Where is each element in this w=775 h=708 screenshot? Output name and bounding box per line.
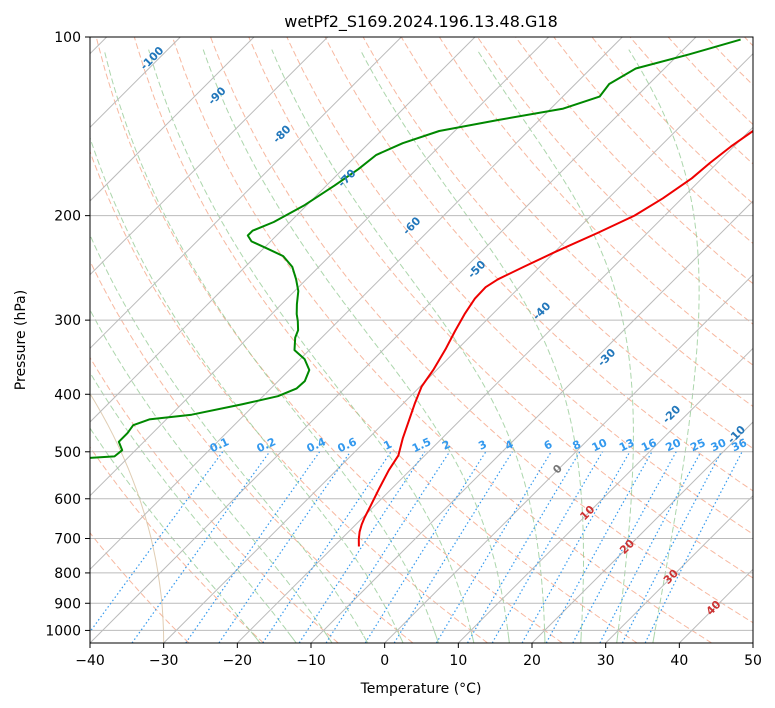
moist-adiabat bbox=[90, 136, 404, 643]
dry-adiabat bbox=[210, 37, 753, 624]
moist-adiabat bbox=[202, 49, 510, 643]
x-tick-label: 20 bbox=[523, 653, 541, 669]
dry-adiabat bbox=[477, 37, 753, 325]
dendritic-arc bbox=[90, 392, 165, 643]
moist-adiabat bbox=[90, 371, 297, 643]
mixing-ratio-line bbox=[521, 451, 631, 643]
mixing-ratio-line bbox=[644, 451, 743, 643]
y-tick-label: 900 bbox=[54, 596, 81, 612]
x-tick-label: −10 bbox=[296, 653, 326, 669]
dry-adiabat bbox=[286, 37, 753, 535]
y-tick-label: 200 bbox=[54, 209, 81, 225]
mixing-ratio-label: 16 bbox=[639, 436, 659, 454]
mixing-ratio-line bbox=[545, 451, 653, 643]
mixing-ratio-line bbox=[262, 451, 392, 643]
x-tick-label: −20 bbox=[223, 653, 253, 669]
mixing-ratio-line bbox=[90, 451, 224, 633]
isotherm-line bbox=[90, 37, 402, 350]
y-tick-label: 1000 bbox=[45, 623, 81, 639]
y-tick-label: 600 bbox=[54, 492, 81, 508]
mixing-ratio-label: 20 bbox=[664, 436, 684, 454]
y-tick-label: 300 bbox=[54, 313, 81, 329]
x-tick-label: 30 bbox=[597, 653, 615, 669]
isotherm-line bbox=[457, 347, 753, 643]
x-tick-label: 10 bbox=[449, 653, 467, 669]
dry-adiabat bbox=[90, 150, 488, 643]
moist-adiabat bbox=[90, 308, 333, 643]
mixing-ratio-line bbox=[435, 451, 552, 643]
isotherm-line bbox=[531, 421, 753, 643]
isotherm-line bbox=[90, 37, 329, 276]
moist-adiabat bbox=[148, 49, 475, 643]
mixing-ratio-label: 36 bbox=[730, 436, 750, 454]
x-tick-label: −40 bbox=[75, 653, 105, 669]
temperature-line bbox=[357, 129, 753, 547]
mixing-ratio-lines bbox=[90, 451, 743, 643]
mixing-ratio-label: 25 bbox=[688, 436, 707, 454]
moist-adiabat bbox=[90, 427, 261, 643]
dry-adiabat bbox=[438, 37, 753, 366]
mixing-ratio-line bbox=[572, 451, 677, 643]
moist-adiabat bbox=[271, 49, 546, 643]
pressure-gridlines bbox=[90, 37, 753, 631]
mixing-ratio-label: 13 bbox=[617, 436, 636, 454]
dry-adiabat bbox=[324, 37, 753, 492]
mixing-ratio-label: 30 bbox=[709, 436, 729, 454]
chart-title: wetPf2_S169.2024.196.13.48.G18 bbox=[284, 12, 558, 32]
y-tick-label: 800 bbox=[54, 566, 81, 582]
dry-adiabat bbox=[362, 37, 753, 450]
isotherm-line bbox=[90, 37, 623, 571]
moist-adiabat bbox=[628, 49, 700, 643]
y-tick-label: 500 bbox=[54, 445, 81, 461]
dewpoint-line bbox=[90, 38, 741, 459]
y-axis-label: Pressure (hPa) bbox=[13, 290, 29, 390]
isotherm-line bbox=[90, 37, 697, 643]
moist-adiabat bbox=[103, 49, 439, 643]
moist-adiabat bbox=[359, 49, 584, 643]
y-tick-label: 400 bbox=[54, 387, 81, 403]
sounding-series bbox=[90, 38, 753, 547]
moist-adiabat bbox=[90, 233, 369, 643]
x-tick-label: −30 bbox=[149, 653, 179, 669]
isotherm-line bbox=[605, 494, 753, 643]
moist-adiabats bbox=[90, 49, 700, 643]
isotherm-line bbox=[90, 37, 476, 423]
mixing-ratio-line bbox=[599, 451, 702, 643]
mixing-ratio-label: 10 bbox=[590, 436, 610, 454]
x-tick-label: 0 bbox=[380, 653, 389, 669]
plot-area: 0.1 0.2 0.4 0.6 1 1.5 2 3 4 6 8 10 13 16 20 25 30 3601020… bbox=[90, 37, 753, 643]
moist-adiabat bbox=[476, 49, 634, 643]
dry-adiabat bbox=[90, 356, 339, 643]
dry-adiabat bbox=[95, 37, 563, 643]
mixing-ratio-line bbox=[131, 451, 271, 643]
x-axis-ticks: −40 −30 −20 −10 0 10 20 30 40 50 bbox=[75, 643, 762, 669]
y-tick-label: 700 bbox=[54, 532, 81, 548]
dry-adiabat bbox=[90, 259, 414, 643]
mixing-ratio-line bbox=[298, 451, 426, 643]
dry-adiabat bbox=[90, 532, 190, 643]
dendritic-arcs bbox=[90, 392, 165, 643]
isotherm-line bbox=[384, 273, 753, 643]
mixing-ratio-line bbox=[325, 451, 451, 643]
plot-frame bbox=[89, 36, 754, 644]
isotherm-line bbox=[163, 52, 753, 643]
x-tick-label: 40 bbox=[670, 653, 688, 669]
isotherm-line bbox=[90, 37, 550, 497]
mixing-ratio-line bbox=[218, 451, 351, 643]
isotherm-line bbox=[310, 200, 753, 643]
y-axis-ticks: 100 200 300 400 500 600 700 800 900 1000 bbox=[45, 30, 90, 639]
isotherm-line bbox=[90, 37, 255, 202]
dry-adiabat bbox=[248, 37, 753, 579]
mixing-ratio-line bbox=[185, 451, 321, 643]
y-tick-label: 100 bbox=[54, 30, 81, 46]
mixing-ratio-line bbox=[364, 451, 487, 643]
x-tick-label: 50 bbox=[744, 653, 762, 669]
x-axis-label: Temperature (°C) bbox=[360, 681, 482, 697]
